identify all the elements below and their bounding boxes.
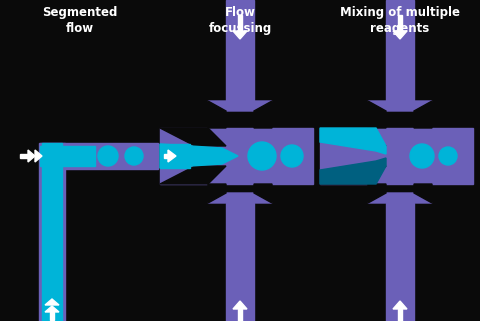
Polygon shape bbox=[368, 101, 432, 111]
Polygon shape bbox=[414, 101, 432, 128]
Bar bbox=[40, 146, 95, 166]
Polygon shape bbox=[45, 306, 59, 312]
Polygon shape bbox=[320, 128, 386, 154]
Circle shape bbox=[439, 147, 457, 165]
Polygon shape bbox=[28, 150, 35, 162]
Polygon shape bbox=[208, 184, 226, 203]
Circle shape bbox=[281, 145, 303, 167]
Polygon shape bbox=[168, 150, 176, 162]
Polygon shape bbox=[254, 101, 272, 128]
Polygon shape bbox=[208, 101, 272, 111]
Polygon shape bbox=[320, 166, 386, 184]
Polygon shape bbox=[320, 158, 386, 184]
Circle shape bbox=[98, 146, 118, 166]
Bar bbox=[386, 0, 414, 101]
Polygon shape bbox=[393, 301, 407, 309]
Polygon shape bbox=[368, 184, 386, 203]
Polygon shape bbox=[208, 193, 272, 203]
Circle shape bbox=[248, 142, 276, 170]
Polygon shape bbox=[160, 128, 226, 146]
Polygon shape bbox=[393, 31, 407, 39]
Polygon shape bbox=[368, 193, 432, 203]
Polygon shape bbox=[254, 184, 272, 203]
Polygon shape bbox=[320, 128, 386, 146]
Bar bbox=[164, 154, 168, 158]
Bar bbox=[39, 143, 65, 321]
Bar bbox=[238, 309, 242, 321]
Bar bbox=[386, 203, 414, 321]
Circle shape bbox=[125, 147, 143, 165]
Polygon shape bbox=[35, 150, 42, 162]
Circle shape bbox=[410, 144, 434, 168]
Bar bbox=[50, 312, 54, 320]
Polygon shape bbox=[45, 299, 59, 305]
Bar bbox=[20, 154, 28, 158]
Text: Segmented
flow: Segmented flow bbox=[42, 6, 118, 35]
Bar bbox=[320, 128, 473, 184]
Bar bbox=[160, 128, 313, 184]
Polygon shape bbox=[160, 144, 238, 168]
Bar bbox=[42, 143, 62, 321]
Bar bbox=[40, 143, 158, 169]
Polygon shape bbox=[233, 31, 247, 39]
Bar bbox=[238, 15, 242, 31]
Bar bbox=[226, 203, 254, 321]
Bar bbox=[160, 144, 190, 168]
Text: Flow
focussing: Flow focussing bbox=[208, 6, 272, 35]
Bar bbox=[398, 309, 402, 321]
Bar bbox=[226, 0, 254, 101]
Bar bbox=[398, 15, 402, 31]
Polygon shape bbox=[414, 184, 432, 203]
Polygon shape bbox=[233, 301, 247, 309]
Polygon shape bbox=[160, 166, 226, 184]
Text: Mixing of multiple
reagents: Mixing of multiple reagents bbox=[340, 6, 460, 35]
Polygon shape bbox=[208, 101, 226, 128]
Polygon shape bbox=[368, 101, 386, 128]
